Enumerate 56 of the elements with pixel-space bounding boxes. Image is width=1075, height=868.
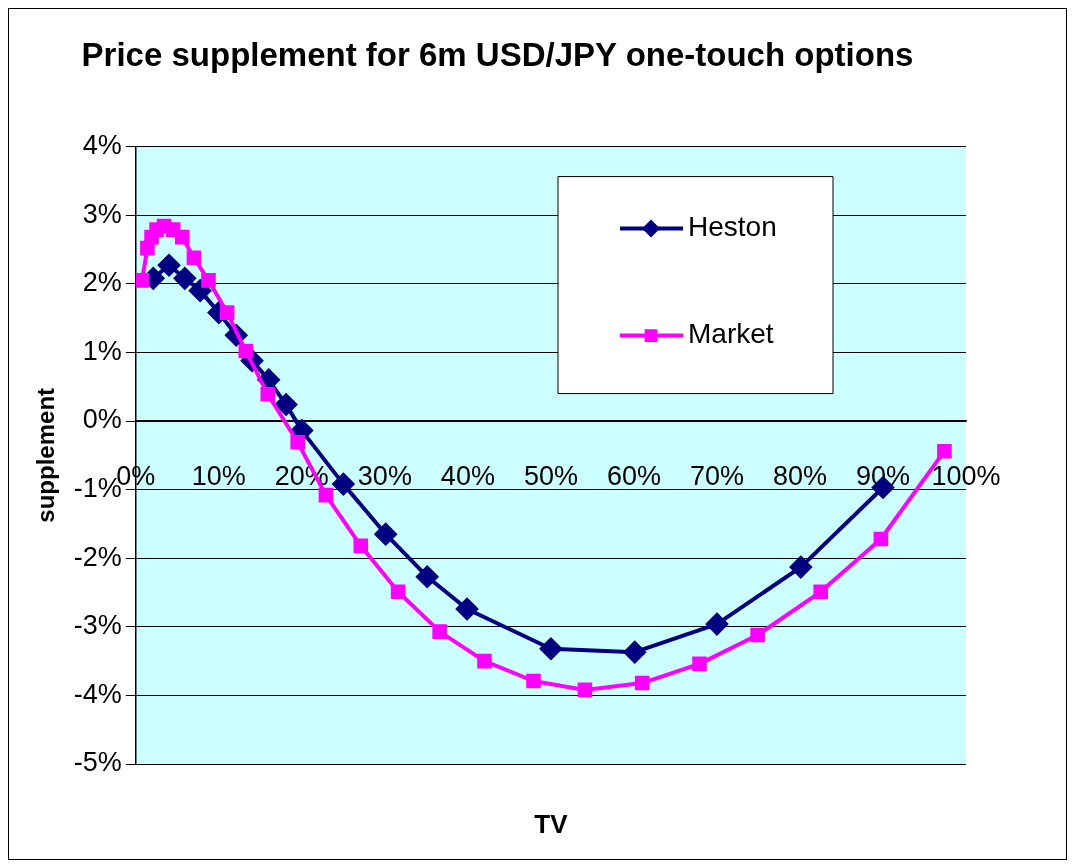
point [189,279,212,302]
y-axis-title: supplement [32,387,60,523]
point [201,273,216,288]
point [789,556,812,579]
point [692,656,707,672]
point [937,443,952,459]
point [275,393,298,416]
y-tick-label: -5% [73,747,122,778]
y-tick-label: 2% [82,267,122,298]
point [432,624,447,639]
x-tick-label: 50% [523,460,578,491]
y-tick-label: -4% [73,678,122,709]
point [634,675,650,691]
point [260,386,276,402]
x-tick-label: 100% [931,460,1001,491]
point [332,473,355,496]
x-axis-title: TV [534,809,569,840]
point [290,434,305,450]
point [623,641,646,664]
y-tick-label: 4% [82,130,122,161]
point [750,627,765,643]
x-tick-label: 60% [606,460,661,491]
point [135,273,150,288]
y-tick-label: 0% [82,404,122,435]
point [705,613,728,636]
x-tick-label: 30% [357,460,412,491]
legend-label: Heston [688,211,777,243]
point [390,584,406,600]
point [577,682,593,698]
y-tick-label: -2% [73,541,122,572]
chart-title: Price supplement for 6m USD/JPY one-touch options [81,35,914,73]
point [158,254,181,277]
point [477,653,492,669]
point [140,240,155,256]
point [219,305,235,320]
y-tick-label: 3% [82,198,122,229]
y-tick-label: -3% [73,610,122,641]
x-tick-label: 40% [440,460,495,491]
point [813,584,829,600]
point [238,343,254,359]
point [353,538,369,554]
point [175,229,190,245]
point [456,597,479,620]
point [173,267,196,290]
x-tick-label: 70% [689,460,744,491]
point [539,637,562,660]
point [374,523,397,546]
point [318,487,334,503]
point [526,673,541,689]
legend-label: Market [688,318,774,350]
point [873,531,889,547]
y-tick-label: 1% [82,335,122,366]
x-tick-label: 80% [772,460,827,491]
x-tick-label: 10% [191,460,246,491]
point [186,250,202,266]
point [416,565,439,588]
